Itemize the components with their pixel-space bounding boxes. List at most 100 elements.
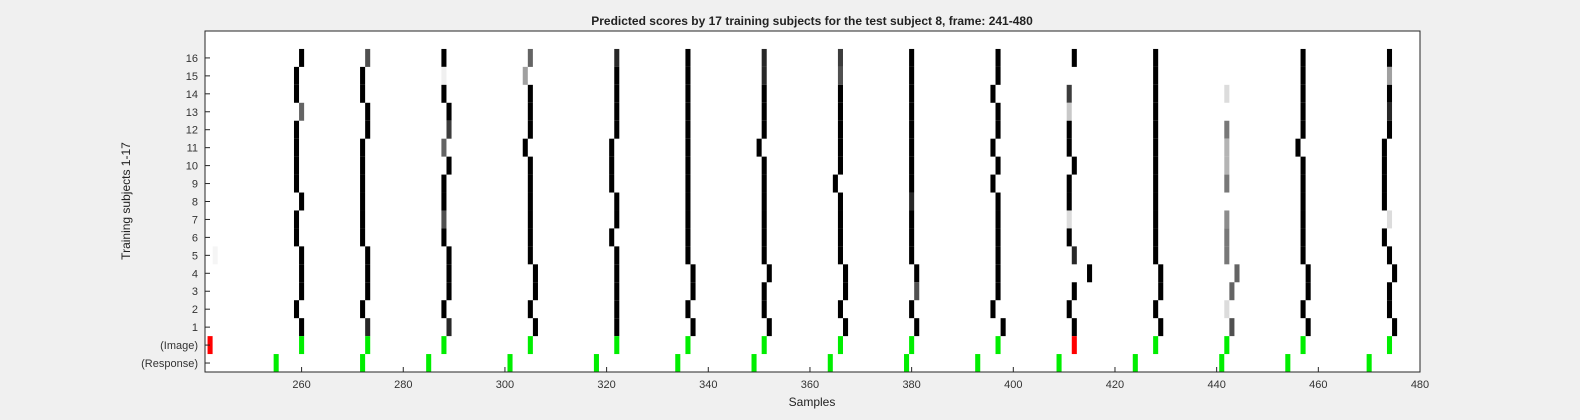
score-cell [1234, 264, 1240, 283]
score-cell [685, 102, 691, 121]
score-cell [1087, 264, 1093, 283]
y-tick-label: 2 [192, 304, 198, 316]
score-cell [1066, 210, 1072, 229]
score-cell [1153, 48, 1159, 67]
score-cell [1300, 228, 1306, 247]
response-event-cell [1132, 354, 1138, 372]
score-cell [1300, 48, 1306, 67]
score-cell [1300, 102, 1306, 121]
score-cell [843, 264, 849, 283]
score-cell [532, 264, 538, 283]
score-cell [1153, 156, 1159, 175]
y-tick-label: 12 [186, 125, 198, 137]
response-event-cell [975, 354, 981, 372]
score-cell [1153, 246, 1159, 265]
y-tick-label: 10 [186, 161, 198, 173]
score-cell [995, 156, 1001, 175]
x-axis-label: Samples [789, 395, 836, 409]
score-cell [360, 84, 366, 103]
image-event-cell [527, 336, 533, 355]
score-cell [1300, 120, 1306, 139]
score-cell [614, 102, 620, 121]
score-cell [909, 246, 915, 265]
score-cell [1300, 300, 1306, 319]
score-cell [1229, 282, 1235, 301]
score-cell [299, 48, 305, 67]
score-cell [1071, 282, 1077, 301]
score-cell [690, 282, 696, 301]
score-cell [990, 174, 996, 193]
score-cell [685, 192, 691, 211]
score-cell [614, 48, 620, 67]
score-cell [685, 174, 691, 193]
score-cell [685, 84, 691, 103]
score-cell [837, 156, 843, 175]
plot-area [205, 31, 1420, 372]
score-cell [837, 66, 843, 85]
score-cell [1153, 120, 1159, 139]
score-cell [299, 264, 305, 283]
image-event-cell [909, 336, 915, 355]
score-cell [1158, 282, 1164, 301]
score-cell [685, 300, 691, 319]
score-cell [1158, 318, 1164, 337]
y-axis: 16 15 14 13 12 11 10 9 8 7 6 5 4 3 2 1 (Image) (Response) [141, 53, 210, 370]
score-cell [1066, 192, 1072, 211]
score-cell [995, 66, 1001, 85]
y-tick-label: 7 [192, 214, 198, 226]
score-cell [293, 174, 300, 193]
image-event-cell [1300, 336, 1306, 355]
score-cell [837, 138, 843, 157]
score-cell [441, 228, 447, 247]
score-cell [527, 246, 533, 265]
score-cell [360, 300, 366, 319]
score-cell [685, 210, 691, 229]
score-cell [761, 48, 767, 67]
score-cell [614, 282, 620, 301]
score-cell [837, 120, 843, 139]
response-event-cell [360, 354, 366, 372]
score-cell [1066, 120, 1072, 139]
score-cell [909, 84, 915, 103]
score-cell [1224, 210, 1230, 229]
x-tick-label: 300 [496, 379, 514, 391]
score-cell [1300, 210, 1306, 229]
x-tick-label: 320 [597, 379, 615, 391]
score-cell [293, 228, 300, 247]
score-cell [1153, 300, 1159, 319]
response-event-cell [675, 354, 681, 372]
y-tick-label: 5 [192, 250, 198, 262]
y-tick-label: (Image) [160, 340, 198, 352]
score-cell [365, 102, 371, 121]
score-cell [299, 192, 305, 211]
score-cell [1224, 300, 1230, 319]
score-cell [614, 318, 620, 337]
score-cell [441, 84, 447, 103]
score-cell [909, 120, 915, 139]
y-tick-label: 3 [192, 286, 198, 298]
score-cell [909, 66, 915, 85]
score-cell [1386, 66, 1393, 85]
score-cell [995, 282, 1001, 301]
response-event-cell [426, 354, 432, 372]
score-cell [909, 210, 915, 229]
score-cell [446, 102, 452, 121]
score-cell [614, 66, 620, 85]
score-cell [293, 120, 300, 139]
y-tick-label: 1 [192, 322, 198, 334]
x-tick-label: 420 [1106, 379, 1124, 391]
score-cell [365, 120, 371, 139]
score-cell [909, 192, 915, 211]
score-cell [614, 300, 620, 319]
score-cell [1224, 120, 1230, 139]
score-cell [761, 228, 767, 247]
score-cell [1295, 138, 1301, 157]
image-event-cell [1386, 336, 1393, 355]
score-cell [527, 174, 533, 193]
score-cell [761, 300, 767, 319]
score-cell [532, 282, 538, 301]
score-cell [685, 48, 691, 67]
score-cell [1386, 84, 1393, 103]
score-cell [837, 246, 843, 265]
